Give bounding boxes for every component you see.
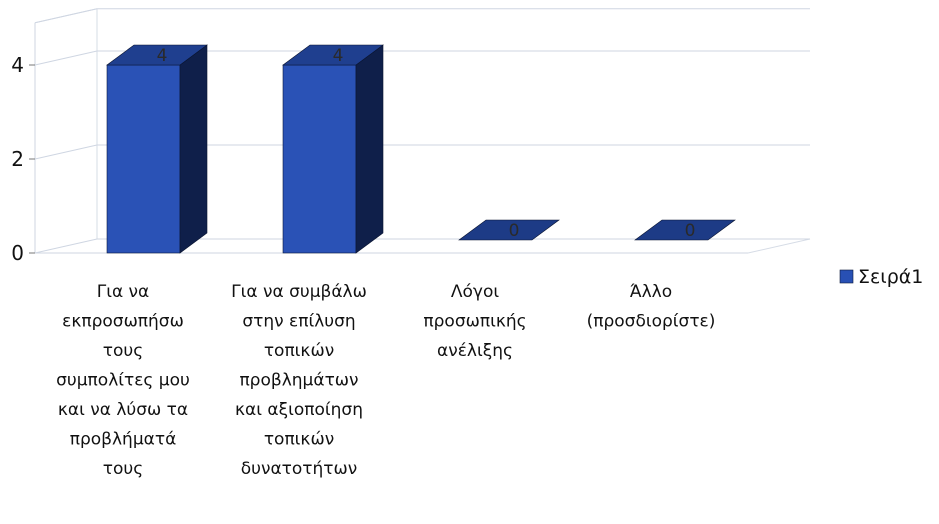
y-tick-label: 0	[11, 241, 24, 265]
category-label-line: ανέλιξης	[437, 341, 513, 361]
bar	[282, 64, 357, 254]
y-axis: 0 2 4	[11, 53, 35, 265]
bar-top	[282, 44, 384, 66]
gridline-wall	[34, 144, 98, 160]
data-label: 0	[509, 221, 520, 241]
y-tick-label: 4	[11, 53, 24, 77]
category-label-line: προβλημάτων	[239, 371, 358, 391]
bars	[106, 44, 736, 254]
bar-side	[355, 44, 384, 254]
legend: Σειρά1	[839, 266, 923, 288]
data-label: 4	[333, 46, 344, 66]
category-label: Για να συμβάλω στην επίλυση τοπικών προβλημ…	[231, 282, 367, 479]
category-label: Άλλο (προσδιορίστε)	[587, 282, 716, 332]
category-label-line: τους	[103, 341, 143, 361]
x-axis: Για να εκπροσωπήσω τους συμπολίτες μου και ν…	[56, 282, 715, 479]
category-label-line: και αξιοποίηση	[235, 400, 363, 420]
data-label: 4	[157, 46, 168, 66]
y-tick-label: 2	[11, 147, 24, 171]
category-label: Για να εκπροσωπήσω τους συμπολίτες μου και ν…	[56, 282, 190, 479]
gridline-wall	[34, 50, 98, 66]
gridline-wall	[34, 238, 98, 254]
category-label-line: συμπολίτες μου	[56, 371, 190, 391]
legend-label: Σειρά1	[858, 266, 923, 288]
bar-top	[106, 44, 208, 66]
legend-swatch	[839, 269, 854, 284]
gridline-wall	[34, 8, 98, 24]
floor-right-edge	[747, 238, 811, 254]
category-label-line: Άλλο	[630, 282, 672, 302]
category-label-line: τοπικών	[264, 341, 334, 361]
category-label-line: Για να	[97, 282, 150, 302]
category-label-line: Λόγοι	[451, 282, 499, 302]
category-label-line: τοπικών	[264, 430, 334, 450]
bar-side	[179, 44, 208, 254]
bar	[634, 219, 736, 241]
category-label-line: (προσδιορίστε)	[587, 312, 716, 332]
category-label-line: Για να συμβάλω	[231, 282, 367, 302]
category-label: Λόγοι προσωπικής ανέλιξης	[423, 282, 526, 361]
category-label-line: δυνατοτήτων	[241, 459, 358, 479]
gridlines	[34, 8, 810, 254]
category-label-line: στην επίλυση	[242, 312, 355, 332]
data-labels: 4 4 0 0	[157, 46, 696, 241]
data-label: 0	[685, 221, 696, 241]
bar	[106, 64, 181, 254]
category-label-line: εκπροσωπήσω	[62, 312, 184, 332]
bar	[458, 219, 560, 241]
category-label-line: προβλήματά	[70, 430, 177, 450]
category-label-line: τους	[103, 459, 143, 479]
category-label-line: και να λύσω τα	[58, 400, 188, 420]
category-label-line: προσωπικής	[423, 312, 526, 332]
